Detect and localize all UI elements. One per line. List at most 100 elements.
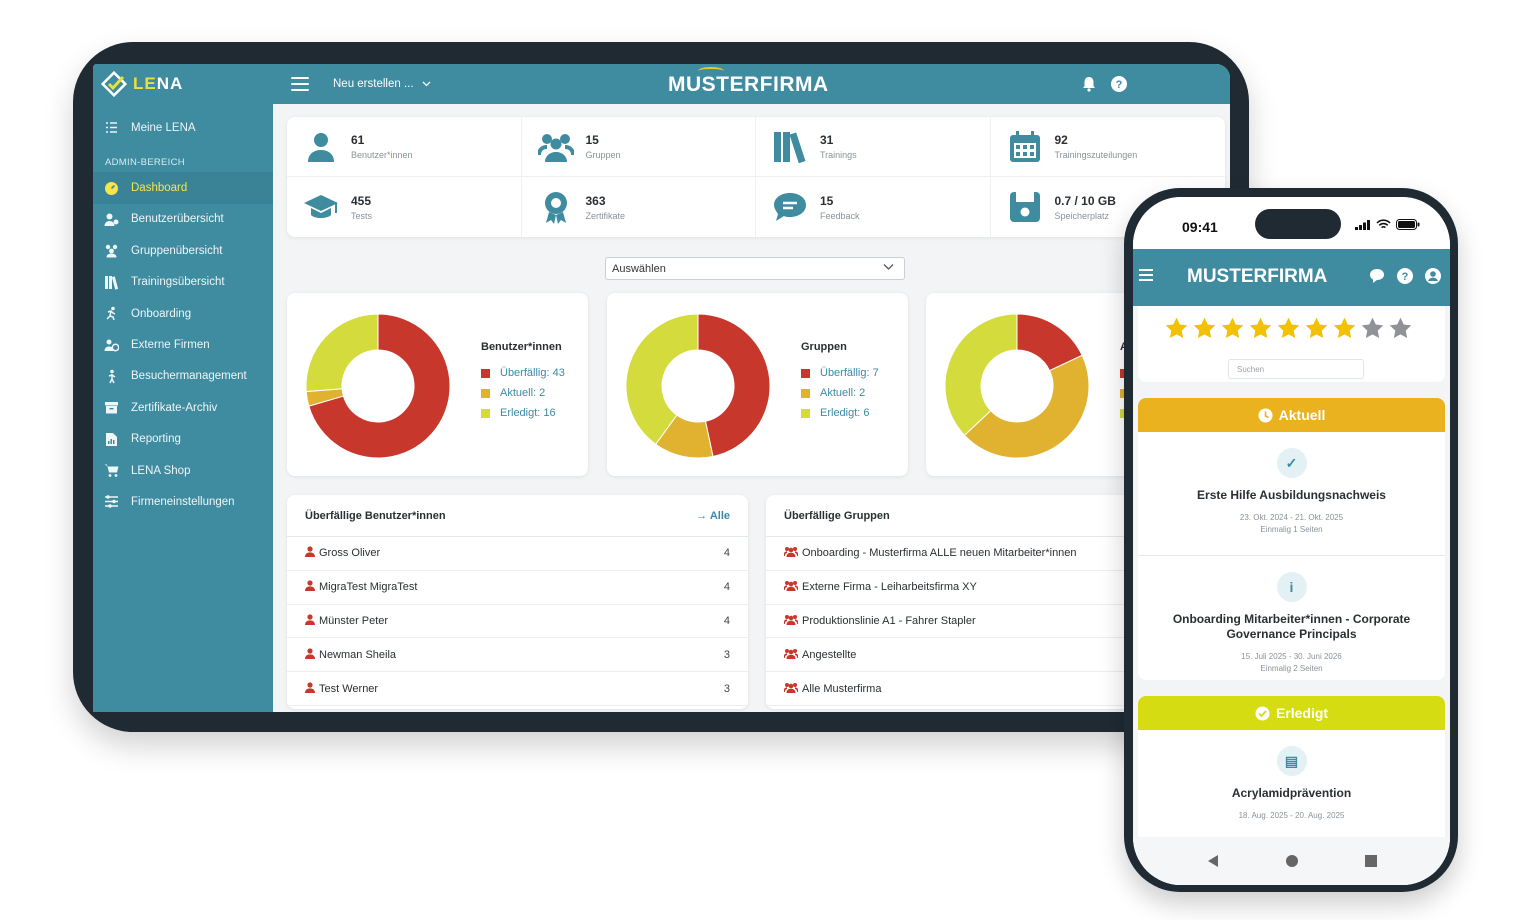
stat-value: 363 — [585, 193, 606, 208]
create-new-dropdown[interactable]: Neu erstellen ... — [333, 78, 431, 90]
table-row[interactable]: Test Werner 3 — [287, 672, 748, 706]
star-icon[interactable] — [1192, 316, 1217, 341]
groups-icon — [104, 243, 119, 258]
account-icon[interactable] — [1424, 267, 1442, 285]
donut-slice-aktuell[interactable] — [963, 354, 1090, 459]
stat-benutzer-innen[interactable]: 61 Benutzer*innen — [287, 117, 522, 177]
stat-speicherplatz[interactable]: 0.7 / 10 GB Speicherplatz — [991, 177, 1226, 237]
table-row[interactable]: Produktionslinie A1 - Fahrer Stapler — [766, 605, 1227, 639]
star-icon[interactable] — [1220, 316, 1245, 341]
row-name: Newman Sheila — [319, 648, 397, 661]
search-input[interactable]: Suchen — [1228, 359, 1364, 379]
stat-trainings[interactable]: 31 Trainings — [756, 117, 991, 177]
section-title: Erledigt — [1275, 705, 1329, 721]
item-meta: Einmalig 2 Seiten — [1260, 664, 1323, 673]
sidebar-item-walking-person[interactable]: Besuchermanagement — [93, 361, 273, 392]
list-item[interactable]: i Onboarding Mitarbeiter*innen - Corpora… — [1138, 556, 1445, 680]
section-header-erledigt[interactable]: Erledigt — [1138, 696, 1445, 730]
list-item[interactable]: ▤ Acrylamidprävention 18. Aug. 2025 - 20… — [1138, 730, 1445, 854]
chat-icon[interactable] — [1368, 267, 1386, 285]
book-icon: ▤ — [1276, 746, 1307, 776]
legend-item[interactable]: Aktuell: 2 — [481, 387, 565, 399]
donut-slice-erledigt[interactable] — [944, 313, 1018, 436]
filter-select[interactable]: Auswählen — [605, 257, 905, 280]
table-row[interactable]: MigraTest MigraTest 4 — [287, 571, 748, 605]
sidebar-item-report[interactable]: Reporting — [93, 424, 273, 455]
sidebar-item-external-users[interactable]: Externe Firmen — [93, 329, 273, 360]
legend-label: Aktuell: 2 — [500, 387, 546, 399]
stat-label: Trainings — [820, 150, 857, 160]
legend-item[interactable]: Erledigt: 16 — [481, 407, 565, 419]
star-icon[interactable] — [1360, 316, 1385, 341]
sidebar-item-archive[interactable]: Zertifikate-Archiv — [93, 392, 273, 423]
stat-value: 455 — [351, 193, 372, 208]
list-item[interactable]: ✓ Erste Hilfe Ausbildungsnachweis 23. Ok… — [1138, 432, 1445, 556]
sidebar-item-books[interactable]: Trainingsübersicht — [93, 267, 273, 298]
phone-topbar: MUSTERFIRMA ? — [1133, 249, 1450, 306]
stat-tests[interactable]: 455 Tests — [287, 177, 522, 237]
table-row[interactable]: Münster Peter 4 — [287, 605, 748, 639]
stat-trainingszuteilungen[interactable]: 92 Trainingszuteilungen — [990, 117, 1225, 177]
sidebar-item-label: Firmeneinstellungen — [131, 495, 235, 508]
sidebar-item-running-person[interactable]: Onboarding — [93, 298, 273, 329]
menu-icon[interactable] — [1139, 269, 1153, 281]
recents-icon[interactable] — [1364, 854, 1378, 868]
table-row[interactable]: Onboarding - Musterfirma ALLE neuen Mita… — [766, 537, 1227, 571]
running-person-icon — [104, 306, 119, 321]
legend-item[interactable]: Überfällig: 7 — [801, 367, 879, 379]
row-count: 4 — [723, 547, 730, 560]
bell-icon[interactable] — [1080, 75, 1098, 93]
stat-label: Tests — [351, 210, 373, 221]
sidebar-item-label: Gruppenübersicht — [131, 244, 223, 257]
group-icon — [783, 614, 799, 628]
help-icon[interactable]: ? — [1396, 267, 1414, 285]
section-header-aktuell[interactable]: Aktuell — [1138, 398, 1445, 432]
view-all-label: Alle — [709, 509, 730, 522]
star-rating[interactable] — [1164, 316, 1413, 341]
users-icon — [104, 212, 119, 227]
help-icon[interactable]: ? — [1110, 75, 1128, 93]
sidebar-item-dashboard[interactable]: Dashboard — [93, 172, 273, 204]
star-icon[interactable] — [1332, 316, 1357, 341]
sidebar-item-settings-sliders[interactable]: Firmeneinstellungen — [93, 486, 273, 517]
table-row[interactable]: Newman Sheila 3 — [287, 638, 748, 673]
star-icon[interactable] — [1276, 316, 1301, 341]
sidebar-item-users[interactable]: Benutzerübersicht — [93, 204, 273, 235]
stat-value: 15 — [820, 193, 834, 208]
overdue-users-title: Überfällige Benutzer*innen — [305, 509, 446, 522]
sidebar-item-groups[interactable]: Gruppenübersicht — [93, 235, 273, 266]
sidebar-section-label: ADMIN-BEREICH — [105, 157, 185, 169]
donut-slice-erledigt[interactable] — [305, 313, 379, 393]
chevron-down-icon — [422, 81, 431, 87]
table-row[interactable]: Gross Oliver 4 — [287, 537, 748, 571]
star-icon[interactable] — [1304, 316, 1329, 341]
donut-slice-berfllig[interactable] — [308, 313, 451, 459]
star-icon[interactable] — [1248, 316, 1273, 341]
legend-item[interactable]: Überfällig: 43 — [481, 367, 565, 379]
star-icon[interactable] — [1388, 316, 1413, 341]
legend-item[interactable]: Erledigt: 6 — [801, 407, 879, 419]
legend-item[interactable]: Aktuell: 2 — [801, 387, 879, 399]
home-icon[interactable] — [1285, 854, 1299, 868]
app-logo[interactable]: LENA — [93, 64, 273, 104]
sidebar-item-meine-lena[interactable]: Meine LENA — [93, 112, 273, 143]
row-name: Alle Musterfirma — [802, 682, 882, 695]
menu-icon[interactable] — [291, 77, 309, 91]
view-all-link[interactable]: → Alle — [696, 509, 730, 522]
donut-slice-berfllig[interactable] — [697, 313, 771, 458]
donut-slice-erledigt[interactable] — [625, 313, 699, 445]
stats-panel: 61 Benutzer*innen 15 Gruppen 31 Trainings 92 Tr… — [287, 117, 1225, 237]
stat-gruppen[interactable]: 15 Gruppen — [521, 117, 756, 177]
books-icon — [772, 129, 808, 165]
sidebar-item-cart[interactable]: LENA Shop — [93, 455, 273, 486]
stat-zertifikate[interactable]: 363 Zertifikate — [522, 177, 756, 237]
star-icon[interactable] — [1164, 316, 1189, 341]
back-icon[interactable] — [1206, 854, 1220, 868]
list-icon — [104, 120, 119, 135]
app-name: LENA — [133, 74, 184, 93]
stat-feedback[interactable]: 15 Feedback — [756, 177, 991, 237]
chart-legend: Gruppen Überfällig: 7 Aktuell: 2 Erledigt: … — [801, 341, 879, 427]
chart-legend: Benutzer*innen Überfällig: 43 Aktuell: 2 Er… — [481, 341, 565, 427]
user-icon — [305, 681, 315, 696]
table-row[interactable]: Externe Firma - Leiharbeitsfirma XY — [766, 571, 1227, 605]
